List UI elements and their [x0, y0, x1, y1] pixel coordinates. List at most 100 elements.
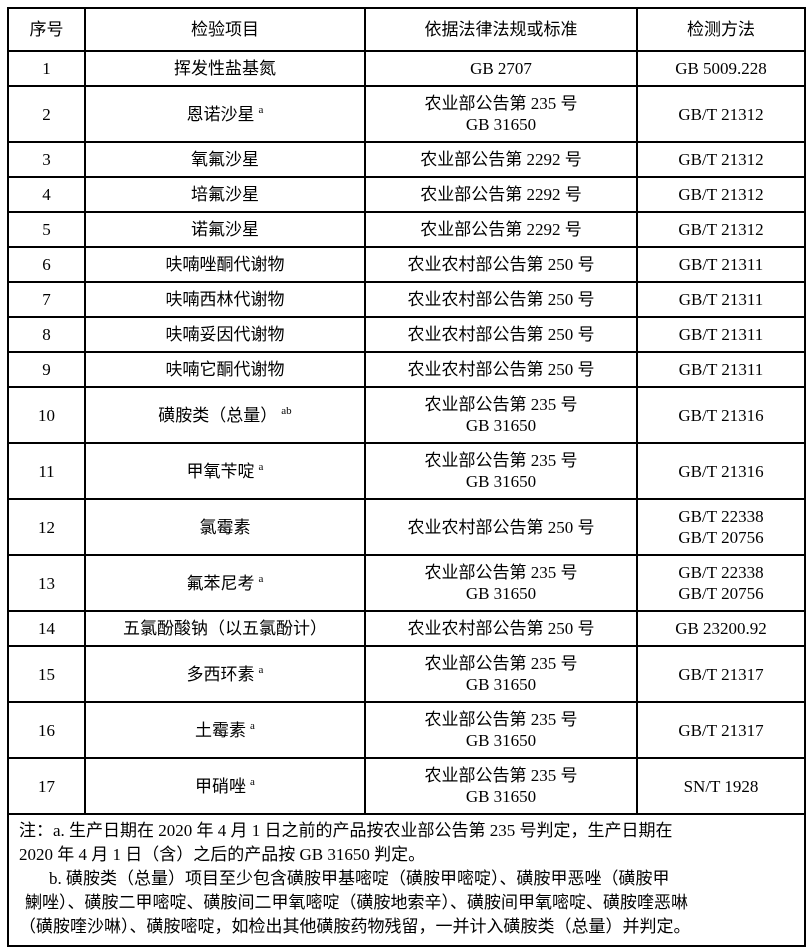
table-row: 6 呋喃唑酮代谢物 农业农村部公告第 250 号 GB/T 21311 [7, 246, 806, 283]
item-text: 磺胺类（总量） [158, 405, 278, 425]
header-legal-basis: 依据法律法规或标准 [364, 7, 638, 52]
cell-legal-basis: 农业农村部公告第 250 号 [364, 498, 638, 556]
item-superscript: a [258, 460, 264, 473]
cell-inspection-item: 多西环素 a [84, 645, 366, 703]
header-serial-number: 序号 [7, 7, 86, 52]
note-line-a2: 2020 年 4 月 1 日（含）之后的产品按 GB 31650 判定。 [19, 845, 426, 864]
basis-line: GB 31650 [465, 731, 537, 750]
cell-legal-basis: 农业部公告第 235 号 GB 31650 [364, 701, 638, 759]
cell-detection-method: GB 5009.228 [636, 50, 806, 87]
cell-inspection-item: 培氟沙星 [84, 176, 366, 213]
cell-detection-method: GB/T 21317 [636, 645, 806, 703]
item-text: 挥发性盐基氮 [174, 59, 276, 78]
cell-detection-method: GB/T 21316 [636, 386, 806, 444]
method-line: GB/T 22338 [678, 507, 764, 526]
cell-serial-number: 3 [7, 141, 86, 178]
table-row: 1 挥发性盐基氮 GB 2707 GB 5009.228 [7, 50, 806, 87]
basis-line: GB 31650 [465, 115, 537, 134]
cell-inspection-item: 甲硝唑 a [84, 757, 366, 815]
basis-line: 农业部公告第 235 号 [424, 451, 578, 470]
cell-detection-method: GB/T 21312 [636, 141, 806, 178]
item-text: 呋喃西林代谢物 [165, 290, 285, 309]
item-superscript: a [258, 572, 264, 585]
cell-legal-basis: 农业农村部公告第 250 号 [364, 246, 638, 283]
cell-serial-number: 17 [7, 757, 86, 815]
cell-legal-basis: 农业农村部公告第 250 号 [364, 610, 638, 647]
cell-detection-method: GB/T 22338 GB/T 20756 [636, 498, 806, 556]
cell-detection-method: GB 23200.92 [636, 610, 806, 647]
cell-inspection-item: 诺氟沙星 [84, 211, 366, 248]
cell-serial-number: 14 [7, 610, 86, 647]
method-line: GB/T 21317 [678, 664, 764, 684]
method-line: GB/T 22338 [678, 563, 764, 582]
method-line: GB/T 21312 [678, 150, 764, 169]
cell-detection-method: GB/T 21316 [636, 442, 806, 500]
item-text: 恩诺沙星 [186, 104, 255, 124]
table-header: 序号 检验项目 依据法律法规或标准 检测方法 [7, 7, 806, 52]
cell-detection-method: GB/T 21311 [636, 351, 806, 388]
table-row: 14 五氯酚酸钠（以五氯酚计） 农业农村部公告第 250 号 GB 23200.92 [7, 610, 806, 647]
cell-legal-basis: 农业农村部公告第 250 号 [364, 351, 638, 388]
table-row: 15 多西环素 a 农业部公告第 235 号 GB 31650 GB/T 21317 [7, 645, 806, 703]
basis-line: 农业农村部公告第 250 号 [407, 290, 595, 309]
table-body: 1 挥发性盐基氮 GB 2707 GB 5009.228 2 恩诺沙星 a 农业部公告第 23… [7, 50, 806, 815]
item-text: 氯霉素 [199, 517, 251, 537]
basis-line: 农业部公告第 235 号 [424, 654, 578, 673]
cell-detection-method: SN/T 1928 [636, 757, 806, 815]
basis-line: 农业部公告第 235 号 [424, 766, 578, 785]
item-text: 诺氟沙星 [191, 220, 259, 239]
table-row: 13 氟苯尼考 a 农业部公告第 235 号 GB 31650 GB/T 22338 GB/… [7, 554, 806, 612]
cell-inspection-item: 氯霉素 [84, 498, 366, 556]
basis-line: 农业农村部公告第 250 号 [407, 360, 595, 379]
item-text: 培氟沙星 [191, 185, 259, 204]
cell-inspection-item: 土霉素 a [84, 701, 366, 759]
table-row: 17 甲硝唑 a 农业部公告第 235 号 GB 31650 SN/T 1928 [7, 757, 806, 815]
basis-line: 农业部公告第 235 号 [424, 395, 578, 414]
table-row: 3 氧氟沙星 农业部公告第 2292 号 GB/T 21312 [7, 141, 806, 178]
item-text: 甲硝唑 [195, 776, 247, 796]
cell-inspection-item: 恩诺沙星 a [84, 85, 366, 143]
basis-line: GB 31650 [465, 416, 537, 435]
cell-detection-method: GB/T 21311 [636, 246, 806, 283]
method-line: GB/T 21312 [678, 104, 764, 124]
table-row: 9 呋喃它酮代谢物 农业农村部公告第 250 号 GB/T 21311 [7, 351, 806, 388]
item-superscript: a [258, 103, 264, 116]
basis-line: 农业部公告第 2292 号 [420, 185, 582, 204]
basis-line: 农业农村部公告第 250 号 [407, 517, 595, 537]
item-text: 多西环素 [186, 664, 255, 684]
item-text: 氟苯尼考 [186, 573, 255, 593]
basis-line: 农业农村部公告第 250 号 [407, 619, 595, 638]
method-line: GB/T 21311 [678, 325, 764, 344]
cell-detection-method: GB/T 21312 [636, 85, 806, 143]
cell-inspection-item: 五氯酚酸钠（以五氯酚计） [84, 610, 366, 647]
item-text: 五氯酚酸钠（以五氯酚计） [123, 619, 327, 638]
cell-legal-basis: 农业部公告第 235 号 GB 31650 [364, 645, 638, 703]
cell-serial-number: 7 [7, 281, 86, 318]
table-row: 12 氯霉素 农业农村部公告第 250 号 GB/T 22338 GB/T 20756 [7, 498, 806, 556]
table-row: 2 恩诺沙星 a 农业部公告第 235 号 GB 31650 GB/T 21312 [7, 85, 806, 143]
method-line: GB/T 21312 [678, 185, 764, 204]
cell-inspection-item: 挥发性盐基氮 [84, 50, 366, 87]
cell-serial-number: 2 [7, 85, 86, 143]
cell-serial-number: 8 [7, 316, 86, 353]
item-text: 呋喃妥因代谢物 [165, 325, 285, 344]
item-text: 呋喃它酮代谢物 [165, 360, 285, 379]
cell-inspection-item: 呋喃唑酮代谢物 [84, 246, 366, 283]
cell-inspection-item: 甲氧苄啶 a [84, 442, 366, 500]
method-line: SN/T 1928 [683, 776, 759, 796]
cell-inspection-item: 磺胺类（总量） ab [84, 386, 366, 444]
cell-legal-basis: 农业部公告第 235 号 GB 31650 [364, 757, 638, 815]
inspection-items-table: 序号 检验项目 依据法律法规或标准 检测方法 1 挥发性盐基氮 GB 2707 GB … [7, 7, 806, 947]
item-text: 呋喃唑酮代谢物 [165, 255, 285, 274]
table-row: 4 培氟沙星 农业部公告第 2292 号 GB/T 21312 [7, 176, 806, 213]
cell-serial-number: 16 [7, 701, 86, 759]
cell-inspection-item: 氟苯尼考 a [84, 554, 366, 612]
cell-detection-method: GB/T 21312 [636, 211, 806, 248]
cell-inspection-item: 氧氟沙星 [84, 141, 366, 178]
note-line-b2: 鯻唑）、磺胺二甲嘧啶、磺胺间二甲氧嘧啶（磺胺地索辛）、磺胺间甲氧嘧啶、磺胺喹恶啉 [25, 893, 688, 912]
cell-legal-basis: GB 2707 [364, 50, 638, 87]
method-line: GB/T 21311 [678, 290, 764, 309]
item-superscript: a [250, 775, 255, 788]
cell-detection-method: GB/T 21311 [636, 316, 806, 353]
cell-legal-basis: 农业部公告第 2292 号 [364, 141, 638, 178]
